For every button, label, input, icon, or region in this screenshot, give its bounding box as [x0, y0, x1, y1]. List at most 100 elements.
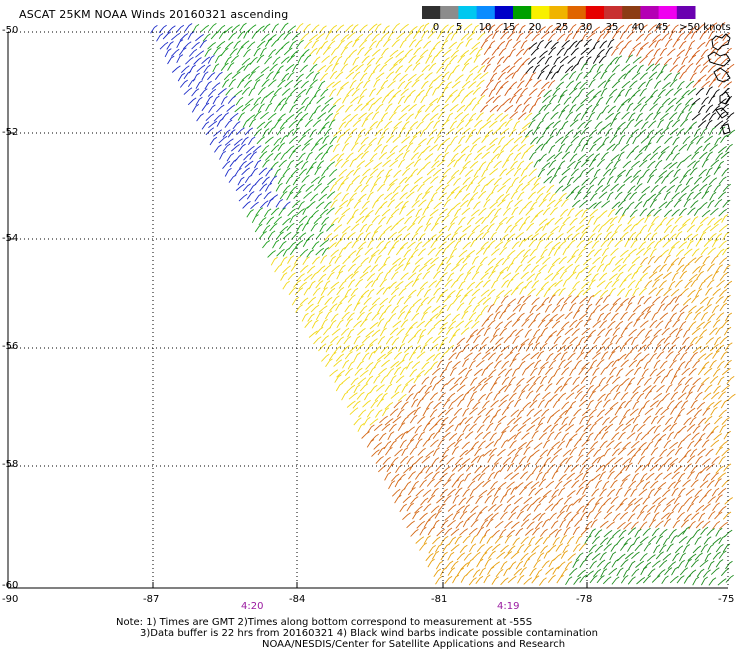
wind-barb	[364, 159, 374, 168]
wind-barb	[490, 248, 500, 256]
wind-barb	[487, 208, 496, 217]
wind-barb	[439, 289, 449, 297]
wind-barb	[431, 487, 439, 497]
wind-barb	[695, 238, 703, 247]
wind-barb	[329, 234, 339, 242]
wind-barb	[445, 128, 455, 136]
wind-barb	[393, 169, 402, 178]
wind-barb	[558, 359, 566, 368]
wind-barb	[632, 89, 641, 97]
wind-barb	[507, 448, 517, 457]
wind-barb	[573, 191, 582, 201]
wind-barb	[481, 215, 490, 225]
wind-barb	[506, 495, 516, 504]
wind-barb	[535, 288, 544, 297]
wind-barb	[548, 359, 557, 369]
wind-barb	[619, 46, 627, 55]
wind-barb	[663, 57, 673, 66]
wind-barb	[596, 111, 604, 121]
wind-barb	[553, 247, 561, 256]
wind-barb	[705, 151, 713, 160]
wind-barb	[563, 47, 571, 56]
wind-barb	[437, 342, 445, 352]
wind-barb	[383, 319, 391, 329]
wind-barb	[678, 487, 686, 497]
wind-barb	[672, 519, 681, 529]
wind-barb	[677, 559, 685, 569]
wind-barb	[336, 134, 344, 143]
wind-barb	[270, 144, 280, 153]
wind-barb	[179, 79, 188, 88]
wind-barb	[495, 194, 505, 202]
wind-barb	[613, 471, 623, 480]
wind-barb	[630, 344, 639, 353]
wind-barb	[248, 136, 256, 146]
wind-barb	[628, 359, 638, 368]
wind-barb	[540, 64, 550, 72]
wind-barb	[455, 520, 464, 529]
wind-barb	[513, 431, 522, 440]
wind-barb	[719, 521, 728, 530]
wind-barb	[568, 433, 578, 441]
wind-barb	[231, 144, 240, 152]
wind-barb	[623, 537, 632, 546]
wind-barb	[315, 247, 325, 256]
wind-barb	[620, 298, 629, 306]
wind-barb	[635, 432, 643, 441]
wind-barb	[282, 184, 291, 194]
wind-barb	[625, 368, 634, 377]
wind-barb	[552, 566, 560, 575]
wind-barb	[560, 383, 568, 392]
wind-barb	[241, 86, 250, 95]
wind-barb	[219, 150, 226, 160]
wind-barb	[371, 33, 380, 42]
wind-barb	[670, 391, 679, 401]
wind-barb	[315, 33, 325, 41]
wind-barb	[435, 543, 443, 553]
wind-barb	[470, 175, 479, 184]
wind-barb	[244, 174, 253, 184]
wind-barb	[656, 384, 665, 393]
wind-barb	[430, 176, 439, 184]
wind-barb	[434, 510, 442, 519]
wind-barb	[443, 262, 452, 272]
wind-barb	[454, 112, 464, 120]
wind-barb	[335, 353, 345, 362]
wind-barb	[689, 233, 699, 242]
wind-barb	[520, 40, 528, 49]
wind-barb	[698, 104, 706, 114]
wind-barb	[710, 425, 719, 434]
wind-barb	[606, 375, 614, 384]
wind-barb	[386, 368, 395, 377]
wind-barb	[695, 223, 704, 233]
wind-barb	[359, 318, 368, 327]
wind-barb	[669, 457, 679, 466]
wind-barb	[357, 46, 365, 56]
wind-barb	[263, 120, 273, 129]
wind-barb	[343, 336, 352, 345]
wind-barb	[677, 111, 685, 120]
wind-barb	[702, 520, 711, 529]
wind-barb	[570, 63, 579, 72]
wind-barb	[617, 199, 626, 208]
wind-barb	[615, 304, 624, 313]
wind-barb	[313, 105, 321, 114]
wind-barb	[487, 24, 496, 33]
wind-barb	[310, 209, 319, 218]
wind-barb	[718, 208, 727, 217]
wind-barb	[465, 568, 474, 577]
wind-barb	[649, 232, 658, 241]
wind-barb	[408, 384, 417, 393]
wind-barb	[692, 79, 701, 88]
wind-barb	[677, 425, 687, 434]
wind-barb	[371, 297, 381, 306]
wind-barb	[539, 528, 548, 537]
wind-barb	[590, 441, 599, 450]
wind-barb	[506, 462, 515, 472]
wind-barb	[310, 304, 320, 313]
wind-barb	[394, 384, 402, 393]
wind-barb	[458, 249, 468, 258]
wind-barb	[611, 80, 621, 89]
wind-barb	[344, 119, 352, 128]
wind-barb	[699, 559, 709, 568]
